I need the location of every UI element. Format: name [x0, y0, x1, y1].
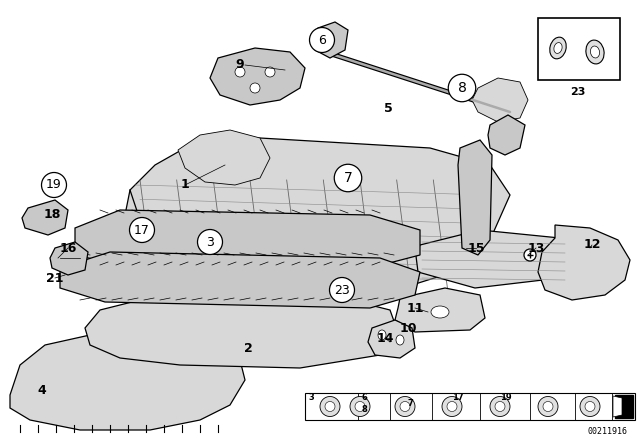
Text: 7: 7 — [408, 399, 413, 408]
Polygon shape — [60, 252, 420, 308]
Ellipse shape — [431, 306, 449, 318]
Circle shape — [334, 164, 362, 192]
Circle shape — [129, 217, 154, 242]
Ellipse shape — [586, 40, 604, 64]
Polygon shape — [312, 22, 348, 58]
Text: 3: 3 — [206, 236, 214, 249]
Circle shape — [538, 396, 558, 417]
Polygon shape — [75, 210, 420, 268]
Circle shape — [325, 401, 335, 412]
Ellipse shape — [378, 330, 386, 340]
Text: 12: 12 — [583, 238, 601, 251]
Circle shape — [395, 396, 415, 417]
Text: 00211916: 00211916 — [588, 427, 628, 436]
Text: 15: 15 — [467, 241, 484, 254]
Text: 8: 8 — [458, 81, 467, 95]
Circle shape — [265, 67, 275, 77]
Circle shape — [198, 229, 223, 254]
Ellipse shape — [591, 46, 600, 58]
Circle shape — [580, 396, 600, 417]
Circle shape — [543, 401, 553, 412]
Text: 18: 18 — [44, 208, 61, 221]
Circle shape — [350, 396, 370, 417]
Text: 4: 4 — [38, 383, 46, 396]
Polygon shape — [458, 140, 492, 255]
Text: 9: 9 — [236, 59, 244, 72]
Text: 21: 21 — [46, 271, 64, 284]
Text: 3: 3 — [308, 392, 314, 401]
Circle shape — [330, 277, 355, 302]
Text: 7: 7 — [344, 171, 353, 185]
Polygon shape — [50, 242, 88, 275]
Circle shape — [585, 401, 595, 412]
Polygon shape — [85, 295, 400, 368]
Text: 17: 17 — [134, 224, 150, 237]
Circle shape — [319, 32, 331, 44]
Ellipse shape — [396, 335, 404, 345]
Polygon shape — [488, 115, 525, 155]
Polygon shape — [120, 138, 510, 300]
Text: 23: 23 — [570, 87, 586, 97]
Ellipse shape — [554, 43, 562, 53]
Text: 6: 6 — [318, 34, 326, 47]
Text: 10: 10 — [399, 322, 417, 335]
Polygon shape — [210, 48, 305, 105]
Text: 6: 6 — [362, 392, 368, 401]
Ellipse shape — [550, 37, 566, 59]
Polygon shape — [472, 78, 528, 122]
Polygon shape — [178, 130, 270, 185]
Text: 17: 17 — [452, 392, 463, 401]
Text: 19: 19 — [500, 392, 511, 401]
Circle shape — [235, 67, 245, 77]
Text: 5: 5 — [383, 102, 392, 115]
Polygon shape — [10, 335, 245, 430]
Text: 23: 23 — [334, 284, 350, 297]
Polygon shape — [416, 230, 568, 288]
Bar — [538, 18, 620, 80]
Circle shape — [355, 401, 365, 412]
Circle shape — [495, 401, 505, 412]
Text: 14: 14 — [376, 332, 394, 345]
Circle shape — [400, 401, 410, 412]
Circle shape — [310, 27, 335, 52]
Polygon shape — [395, 288, 485, 332]
Circle shape — [447, 401, 457, 412]
Circle shape — [250, 83, 260, 93]
Polygon shape — [613, 396, 622, 417]
Text: 8: 8 — [362, 405, 368, 414]
Polygon shape — [538, 225, 630, 300]
Circle shape — [442, 396, 462, 417]
Bar — [615, 395, 633, 418]
Circle shape — [320, 396, 340, 417]
Polygon shape — [368, 320, 415, 358]
Circle shape — [490, 396, 510, 417]
Bar — [305, 393, 635, 420]
Text: 16: 16 — [60, 241, 77, 254]
Circle shape — [448, 74, 476, 102]
Text: 1: 1 — [180, 178, 189, 191]
Text: 11: 11 — [406, 302, 424, 314]
Text: 2: 2 — [244, 341, 252, 354]
Text: 13: 13 — [527, 241, 545, 254]
Polygon shape — [22, 200, 68, 235]
Circle shape — [524, 249, 536, 261]
Circle shape — [42, 172, 67, 198]
Text: 19: 19 — [46, 178, 62, 191]
